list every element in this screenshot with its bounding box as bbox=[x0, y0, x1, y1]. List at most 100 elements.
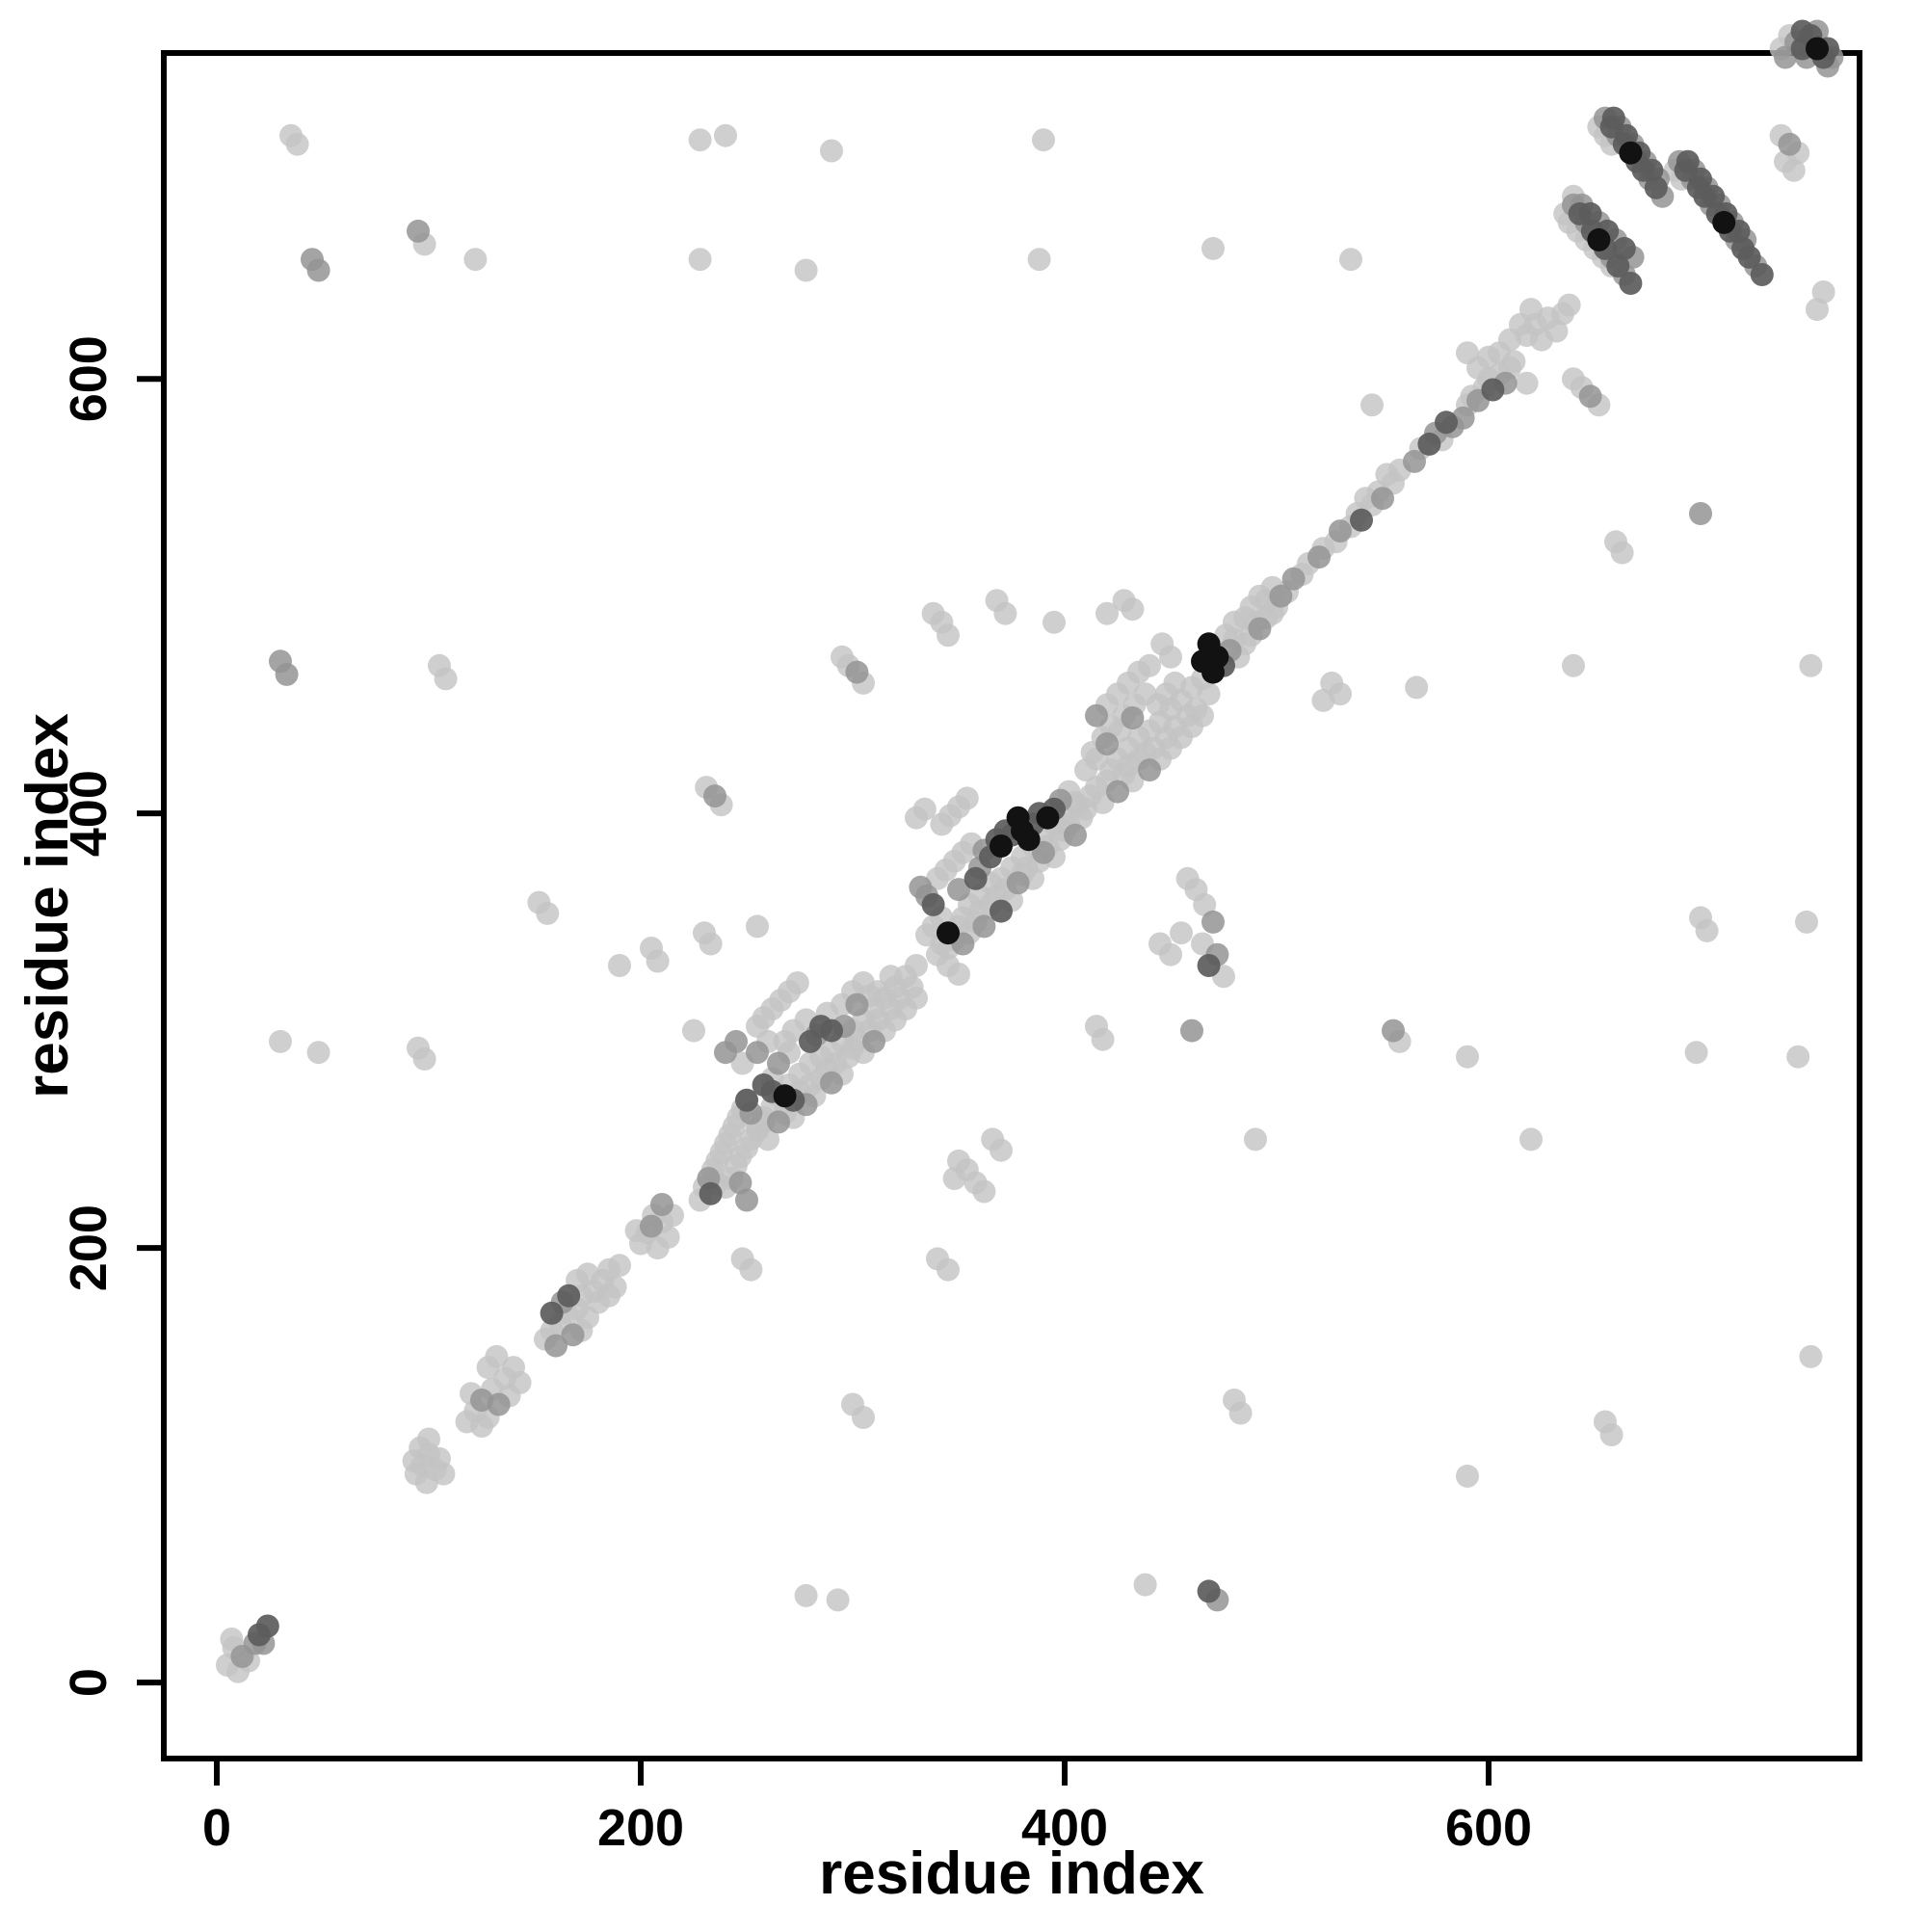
data-point bbox=[1191, 703, 1214, 728]
data-point bbox=[1106, 780, 1129, 804]
data-point bbox=[608, 954, 631, 977]
data-point bbox=[269, 1029, 292, 1053]
data-point bbox=[1403, 449, 1426, 473]
data-point bbox=[1778, 132, 1802, 156]
data-point bbox=[820, 139, 843, 163]
data-point bbox=[1689, 502, 1712, 525]
y-tick-label: 400 bbox=[60, 770, 118, 857]
data-point bbox=[1689, 167, 1712, 191]
data-point bbox=[845, 992, 869, 1017]
data-point bbox=[1456, 1464, 1479, 1488]
data-point bbox=[1133, 1573, 1157, 1597]
data-point bbox=[1371, 487, 1394, 511]
x-tick-label: 200 bbox=[597, 1799, 684, 1857]
data-point bbox=[1223, 610, 1246, 634]
data-point bbox=[862, 1029, 885, 1053]
data-point bbox=[682, 1019, 705, 1043]
data-point bbox=[1375, 463, 1399, 487]
data-point bbox=[735, 1088, 758, 1112]
data-point bbox=[1150, 632, 1175, 656]
data-point bbox=[912, 797, 937, 821]
data-point bbox=[1095, 732, 1119, 755]
data-point bbox=[470, 1415, 493, 1438]
data-point bbox=[1612, 236, 1636, 260]
data-point bbox=[937, 1257, 960, 1282]
data-point bbox=[1695, 918, 1719, 942]
data-point bbox=[1159, 942, 1182, 966]
data-point bbox=[1138, 758, 1161, 782]
data-point bbox=[1557, 293, 1581, 317]
data-point bbox=[640, 1214, 663, 1238]
data-point bbox=[1121, 706, 1145, 729]
data-point bbox=[1684, 1041, 1708, 1065]
data-point bbox=[1737, 245, 1761, 269]
data-point bbox=[463, 248, 488, 272]
data-point bbox=[1180, 1019, 1203, 1043]
data-point bbox=[1795, 910, 1818, 934]
data-point bbox=[1610, 541, 1634, 565]
data-point bbox=[1354, 487, 1378, 511]
data-point bbox=[947, 878, 970, 902]
data-point bbox=[285, 132, 309, 156]
x-axis-ticks: 0 200 400 600 bbox=[202, 1759, 1532, 1857]
data-point bbox=[688, 128, 712, 152]
y-tick-label: 600 bbox=[60, 335, 118, 422]
data-point bbox=[1197, 1579, 1221, 1603]
data-point bbox=[1750, 263, 1774, 286]
data-point bbox=[794, 1583, 818, 1607]
data-point bbox=[1606, 254, 1630, 278]
data-point bbox=[1043, 610, 1066, 634]
data-point bbox=[650, 1193, 673, 1216]
y-axis-title: residue index bbox=[14, 713, 81, 1098]
data-point bbox=[1339, 248, 1362, 272]
data-point bbox=[1032, 128, 1055, 152]
data-point bbox=[1502, 350, 1526, 374]
data-point bbox=[714, 123, 737, 147]
data-point bbox=[990, 1138, 1013, 1162]
data-point bbox=[1562, 653, 1585, 677]
data-point bbox=[417, 1427, 440, 1451]
data-point bbox=[972, 914, 996, 939]
data-point bbox=[1032, 840, 1055, 864]
data-point bbox=[826, 1588, 850, 1612]
x-tick-label: 600 bbox=[1445, 1799, 1532, 1857]
data-point bbox=[1587, 227, 1611, 251]
data-point bbox=[536, 901, 560, 925]
data-point bbox=[964, 866, 988, 890]
data-point bbox=[703, 784, 726, 808]
data-point bbox=[432, 1462, 456, 1486]
data-point bbox=[1676, 149, 1700, 173]
data-point bbox=[1201, 236, 1225, 260]
data-point bbox=[1095, 601, 1119, 625]
data-point bbox=[306, 1041, 330, 1065]
data-point bbox=[603, 1275, 627, 1299]
data-point bbox=[699, 932, 723, 956]
data-point bbox=[905, 954, 928, 977]
y-tick-label: 0 bbox=[60, 1668, 118, 1697]
data-point bbox=[739, 1257, 763, 1282]
data-point bbox=[1201, 910, 1225, 934]
data-point bbox=[1091, 1027, 1115, 1051]
data-point bbox=[544, 1334, 568, 1358]
data-point bbox=[1036, 806, 1060, 830]
data-point bbox=[1578, 201, 1602, 225]
data-point bbox=[1615, 123, 1638, 147]
data-point bbox=[1578, 384, 1602, 409]
data-point bbox=[1515, 371, 1539, 395]
data-point bbox=[937, 623, 960, 648]
data-point bbox=[608, 1254, 631, 1278]
data-point bbox=[1027, 248, 1051, 272]
data-point bbox=[767, 1051, 790, 1075]
data-point bbox=[879, 965, 903, 989]
data-point bbox=[1006, 806, 1030, 830]
data-point bbox=[1619, 141, 1643, 165]
data-point bbox=[699, 1181, 723, 1205]
data-point bbox=[1417, 432, 1441, 456]
data-point bbox=[1197, 632, 1221, 656]
data-point bbox=[407, 219, 430, 243]
data-point bbox=[735, 1188, 758, 1212]
data-point bbox=[412, 1047, 436, 1071]
data-points-layer bbox=[216, 19, 1844, 1683]
data-point bbox=[540, 1301, 564, 1325]
